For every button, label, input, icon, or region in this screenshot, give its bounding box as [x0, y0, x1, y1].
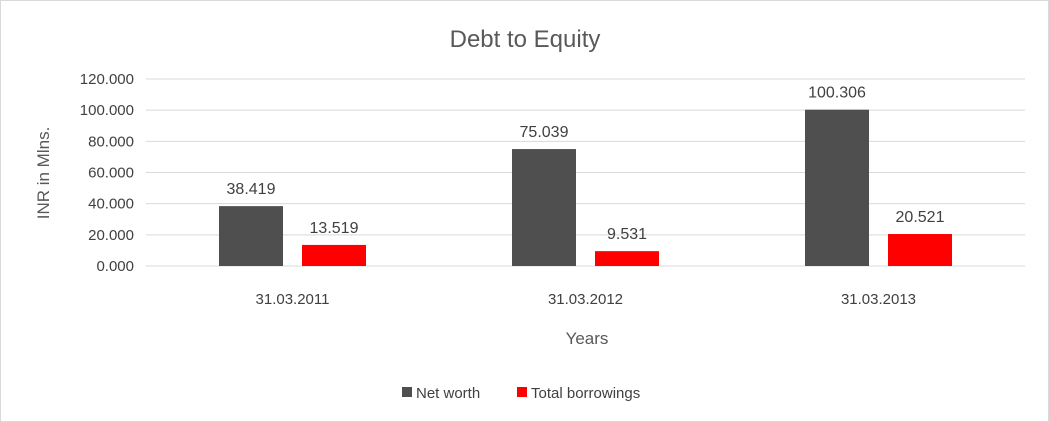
- x-tick-label: 31.03.2013: [841, 291, 916, 308]
- legend: Net worth Total borrowings: [402, 385, 640, 402]
- x-axis-ticks: 31.03.2011 31.03.2012 31.03.2013: [256, 291, 917, 308]
- y-tick-label: 80.000: [88, 133, 134, 150]
- x-axis-title: Years: [566, 329, 609, 348]
- bar-total-borrowings: [302, 244, 366, 266]
- bar-total-borrowings: [595, 251, 659, 266]
- chart-title: Debt to Equity: [450, 26, 601, 53]
- data-label: 13.519: [310, 220, 359, 237]
- y-axis-ticks: 0.000 20.000 40.000 60.000 80.000 100.000 120.…: [80, 71, 134, 275]
- x-tick-label: 31.03.2012: [548, 291, 623, 308]
- x-tick-label: 31.03.2011: [256, 291, 330, 308]
- data-label: 38.419: [227, 181, 276, 198]
- legend-swatch: [402, 387, 412, 397]
- y-tick-label: 120.000: [80, 71, 134, 88]
- y-tick-label: 100.000: [80, 102, 134, 119]
- data-labels: 38.419 13.519 75.039 9.531 100.306 20.521: [227, 85, 945, 243]
- data-label: 75.039: [520, 124, 569, 141]
- gridlines: [146, 78, 1025, 267]
- data-label: 20.521: [896, 209, 945, 226]
- data-label: 9.531: [607, 226, 647, 243]
- bar-net-worth: [512, 149, 576, 266]
- y-tick-label: 40.000: [88, 196, 134, 213]
- bars: [219, 109, 952, 266]
- y-axis-title: INR in Mlns.: [34, 127, 53, 220]
- legend-label: Total borrowings: [531, 385, 640, 402]
- legend-label: Net worth: [416, 385, 480, 402]
- y-tick-label: 0.000: [96, 258, 134, 275]
- y-tick-label: 20.000: [88, 227, 134, 244]
- bar-net-worth: [805, 109, 869, 266]
- y-tick-label: 60.000: [88, 165, 134, 182]
- legend-swatch: [517, 387, 527, 397]
- bar-total-borrowings: [888, 234, 952, 266]
- data-label: 100.306: [808, 85, 866, 102]
- bar-net-worth: [219, 206, 283, 266]
